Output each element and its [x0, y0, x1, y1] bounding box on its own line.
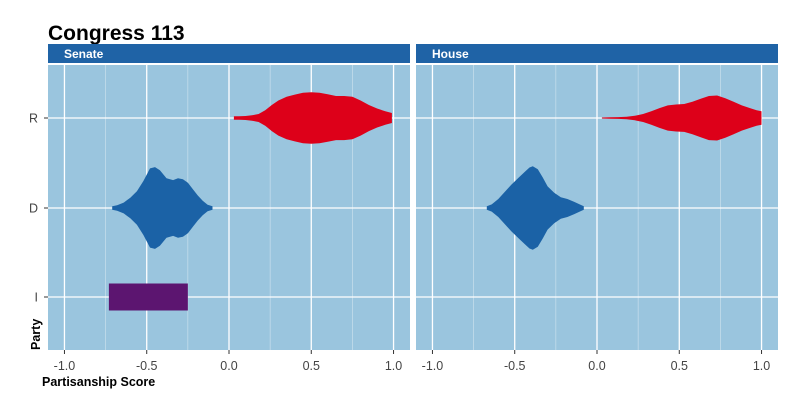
facet-strip-senate — [48, 44, 410, 63]
x-tick-label: 0.5 — [671, 359, 688, 373]
facet-label-senate: Senate — [64, 47, 104, 61]
x-axis-title: Partisanship Score — [42, 375, 155, 389]
x-tick-label: -1.0 — [54, 359, 76, 373]
violin-house-D — [486, 166, 584, 250]
facet-strip-house — [416, 44, 778, 63]
x-tick-label: 0.0 — [220, 359, 237, 373]
y-tick-label-D: D — [29, 202, 38, 216]
x-tick-label: 0.5 — [303, 359, 320, 373]
violin-house-R — [601, 95, 762, 141]
x-tick-label: -1.0 — [422, 359, 444, 373]
panel-senate: Senate -1.0 -0.5 0.0 0.5 1.0 — [48, 44, 410, 373]
violin-senate-R — [233, 92, 392, 144]
x-tick-label: -0.5 — [504, 359, 526, 373]
x-tick-label: 1.0 — [385, 359, 402, 373]
violin-senate-D — [112, 167, 213, 249]
facet-label-house: House — [432, 47, 469, 61]
panel-house: House -1.0 -0.5 0.0 0.5 1.0 — [416, 44, 778, 373]
x-tick-label: 0.0 — [588, 359, 605, 373]
y-axis-title: Party — [29, 319, 43, 350]
chart-title: Congress 113 — [48, 22, 185, 45]
x-tick-label: -0.5 — [136, 359, 158, 373]
y-tick-label-I: I — [35, 291, 38, 305]
violin-senate-I — [108, 283, 188, 311]
y-tick-label-R: R — [29, 112, 38, 126]
x-tick-label: 1.0 — [753, 359, 770, 373]
